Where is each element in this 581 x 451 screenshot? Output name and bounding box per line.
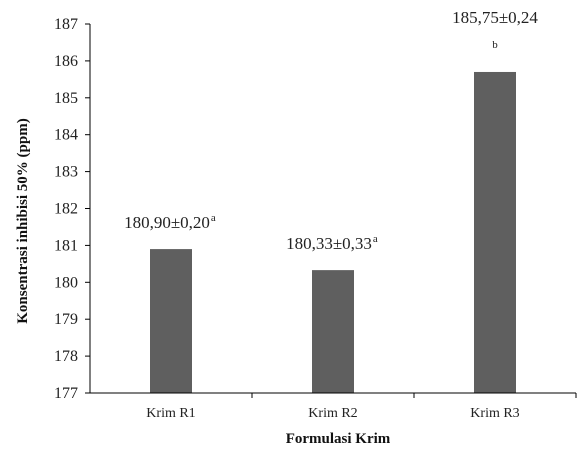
y-tick-label: 177	[54, 385, 78, 402]
x-axis-title: Formulasi Krim	[286, 431, 391, 447]
bar	[312, 270, 354, 393]
bar	[150, 249, 192, 393]
x-tick-label: Krim R3	[470, 406, 519, 421]
y-axis-ticks: 177 178 179 180 181 182 183 184 185 186 187	[54, 16, 90, 402]
data-label: 180,90±0,20	[124, 213, 210, 232]
y-tick-label: 180	[54, 274, 78, 291]
y-tick-label: 179	[54, 311, 78, 328]
y-tick-label: 183	[54, 164, 78, 181]
y-tick-label: 186	[54, 53, 78, 70]
x-tick-label: Krim R1	[146, 406, 195, 421]
significance-letter: a	[211, 212, 216, 224]
y-tick-label: 182	[54, 201, 78, 218]
y-tick-label: 187	[54, 16, 78, 33]
y-tick-label: 185	[54, 90, 78, 107]
significance-letter: a	[373, 233, 378, 245]
x-axis-ticks: Krim R1 Krim R2 Krim R3	[146, 393, 577, 421]
y-tick-label: 184	[54, 127, 78, 144]
data-label: 185,75±0,24	[452, 8, 538, 27]
data-label: 180,33±0,33	[286, 234, 372, 253]
y-tick-label: 181	[54, 237, 78, 254]
x-tick-label: Krim R2	[308, 406, 357, 421]
significance-letter: b	[492, 39, 498, 51]
y-tick-label: 178	[54, 348, 78, 365]
y-axis-title: Konsentrasi inhibisi 50% (ppm)	[15, 118, 31, 323]
bars	[150, 71, 516, 393]
bar	[474, 71, 516, 393]
